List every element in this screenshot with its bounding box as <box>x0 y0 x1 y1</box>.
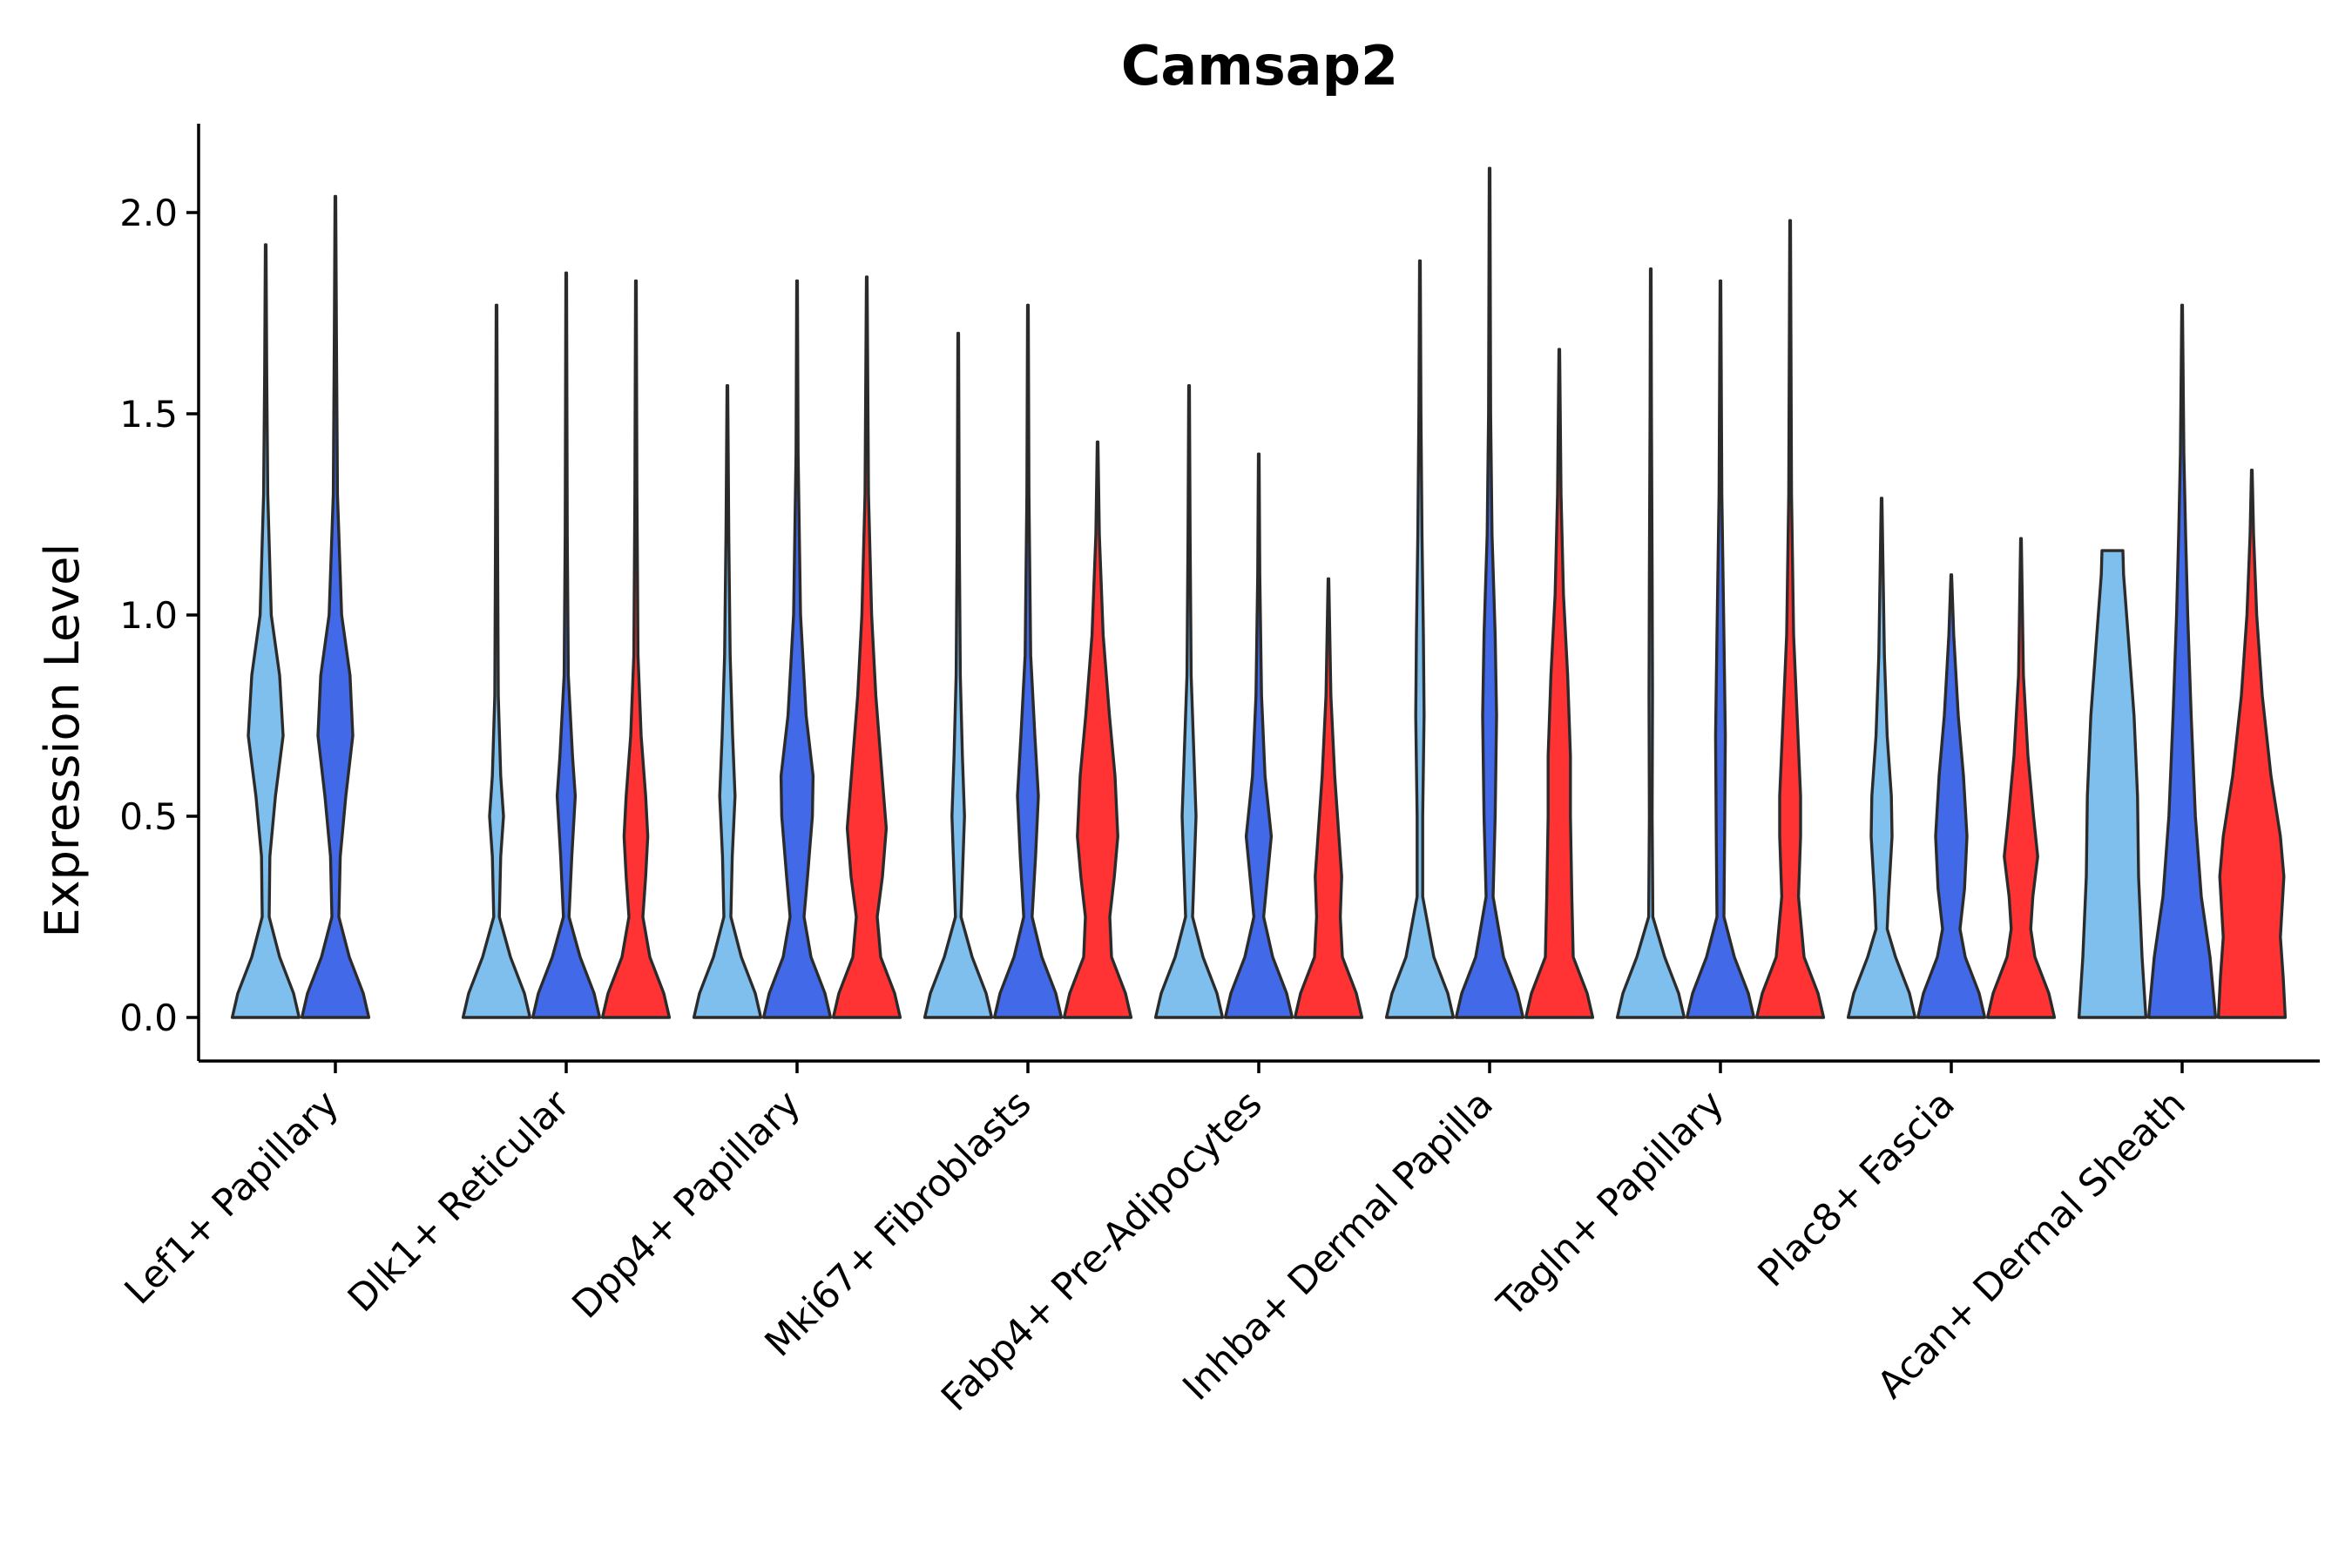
y-tick-label: 1.0 <box>119 594 178 637</box>
violin-fabp4-pre-adipocytes-group-3 <box>1293 577 1364 1019</box>
x-tick-label: Dpp4+ Papillary <box>564 1082 809 1327</box>
violin-acan-dermal-sheath-group-1 <box>2077 549 2148 1019</box>
y-ticks: 0.0 0.5 1.0 1.5 2.0 <box>119 192 199 1039</box>
violin-plac8-fascia-group-3 <box>1985 537 2057 1019</box>
violin-lef1-papillary-group-2 <box>300 194 371 1019</box>
violin-inhba-dermal-papilla-group-2 <box>1454 166 1525 1019</box>
violin-dpp4-papillary-group-3 <box>831 275 902 1019</box>
y-tick-label: 0.0 <box>119 997 178 1039</box>
violin-lef1-papillary-group-1 <box>230 243 301 1019</box>
violin-acan-dermal-sheath-group-3 <box>2216 469 2288 1019</box>
violin-dlk1-reticular-group-3 <box>600 279 672 1019</box>
violin-tagln-papillary-group-2 <box>1685 279 1756 1019</box>
violin-mki67-fibroblasts-group-3 <box>1062 440 1133 1019</box>
violins-layer <box>230 166 2288 1019</box>
violin-acan-dermal-sheath-group-2 <box>2146 303 2218 1019</box>
x-tick-label: Lef1+ Papillary <box>117 1082 348 1313</box>
violin-dpp4-papillary-group-2 <box>761 279 833 1019</box>
violin-dpp4-papillary-group-1 <box>692 384 763 1019</box>
violin-fabp4-pre-adipocytes-group-1 <box>1153 384 1225 1019</box>
violin-plac8-fascia-group-1 <box>1846 497 1917 1019</box>
y-axis-label: Expression Level <box>35 544 90 938</box>
x-tick-label: Mki67+ Fibroblasts <box>757 1082 1040 1365</box>
x-tick-label: Tagln+ Papillary <box>1489 1082 1733 1326</box>
violin-plac8-fascia-group-2 <box>1916 573 1987 1019</box>
y-tick-label: 0.5 <box>119 795 178 838</box>
violin-tagln-papillary-group-3 <box>1754 219 1826 1019</box>
x-tick-label: Dlk1+ Reticular <box>340 1082 578 1321</box>
chart-title: Camsap2 <box>1121 34 1398 98</box>
violin-fabp4-pre-adipocytes-group-2 <box>1223 452 1294 1019</box>
violin-dlk1-reticular-group-2 <box>531 271 602 1019</box>
violin-inhba-dermal-papilla-group-1 <box>1384 259 1456 1019</box>
y-tick-label: 2.0 <box>119 192 178 234</box>
x-tick-label: Plac8+ Fascia <box>1750 1082 1963 1295</box>
y-tick-label: 1.5 <box>119 393 178 436</box>
violin-dlk1-reticular-group-1 <box>461 303 532 1019</box>
violin-tagln-papillary-group-1 <box>1615 267 1686 1019</box>
violin-mki67-fibroblasts-group-1 <box>923 331 994 1019</box>
violin-inhba-dermal-papilla-group-3 <box>1524 348 1595 1019</box>
violin-mki67-fibroblasts-group-2 <box>992 303 1064 1019</box>
